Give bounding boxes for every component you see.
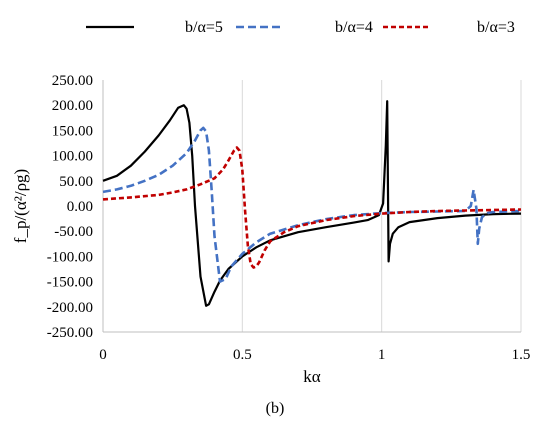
axis-labels: kα f_p/(α²/ρg) (b) (11, 169, 321, 417)
legend-label-2: b/α=4 (335, 19, 373, 36)
y-tick-label: -200.00 (47, 300, 93, 316)
y-tick-label: -50.00 (54, 224, 93, 240)
y-tick-label: 100.00 (52, 149, 93, 165)
y-tick-label: -100.00 (47, 249, 93, 265)
y-tick-label: 0.00 (67, 199, 93, 215)
y-tick-label: 50.00 (59, 174, 93, 190)
x-tick-label: 0.5 (233, 347, 252, 363)
series-line-2 (102, 126, 522, 283)
y-tick-label: 250.00 (52, 73, 93, 89)
y-tick-label: 150.00 (52, 123, 93, 139)
panel-label: (b) (266, 400, 285, 417)
y-axis-label: f_p/(α²/ρg) (11, 169, 30, 243)
series-lines (102, 100, 522, 307)
series-line-3 (102, 146, 522, 269)
x-tick-label: 1 (378, 347, 386, 363)
x-tick-label: 1.5 (512, 347, 531, 363)
axes: 250.00 200.00 150.00 100.00 50.00 0.00 -50.00 -… (47, 73, 531, 363)
legend-label-3: b/α=3 (477, 19, 515, 36)
y-tick-label: 200.00 (52, 98, 93, 114)
series-line-1 (102, 100, 522, 307)
y-tick-label: -250.00 (47, 325, 93, 341)
x-tick-label: 0 (99, 347, 107, 363)
legend-label-1: b/α=5 (185, 19, 223, 36)
legend: b/α=5 b/α=4 b/α=3 (86, 19, 515, 36)
x-axis-label: kα (303, 367, 321, 386)
y-tick-label: -150.00 (47, 275, 93, 291)
